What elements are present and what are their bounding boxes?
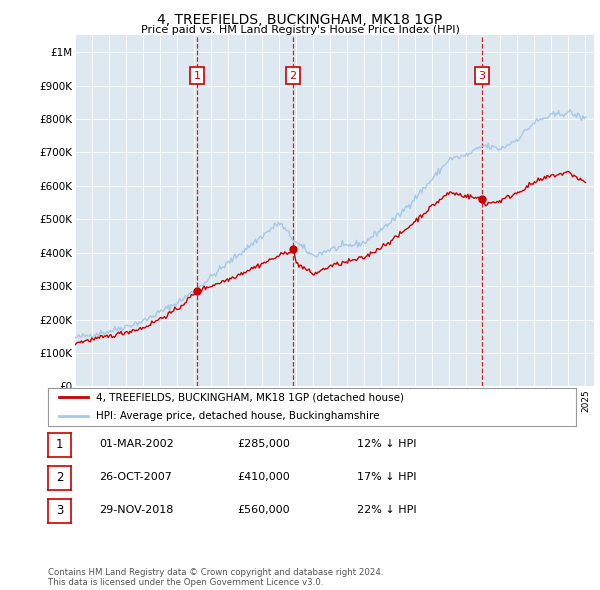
Text: 17% ↓ HPI: 17% ↓ HPI (357, 472, 416, 481)
Text: £560,000: £560,000 (237, 505, 290, 514)
Text: 12% ↓ HPI: 12% ↓ HPI (357, 439, 416, 448)
Text: 2: 2 (56, 471, 63, 484)
Text: 29-NOV-2018: 29-NOV-2018 (99, 505, 173, 514)
Text: 2: 2 (290, 71, 297, 80)
Text: HPI: Average price, detached house, Buckinghamshire: HPI: Average price, detached house, Buck… (95, 411, 379, 421)
Text: 4, TREEFIELDS, BUCKINGHAM, MK18 1GP: 4, TREEFIELDS, BUCKINGHAM, MK18 1GP (157, 13, 443, 27)
Text: Price paid vs. HM Land Registry's House Price Index (HPI): Price paid vs. HM Land Registry's House … (140, 25, 460, 35)
Text: £410,000: £410,000 (237, 472, 290, 481)
Text: £285,000: £285,000 (237, 439, 290, 448)
Text: 01-MAR-2002: 01-MAR-2002 (99, 439, 174, 448)
Text: 26-OCT-2007: 26-OCT-2007 (99, 472, 172, 481)
Text: 1: 1 (56, 438, 63, 451)
Text: 4, TREEFIELDS, BUCKINGHAM, MK18 1GP (detached house): 4, TREEFIELDS, BUCKINGHAM, MK18 1GP (det… (95, 392, 404, 402)
Text: 3: 3 (479, 71, 485, 80)
Text: Contains HM Land Registry data © Crown copyright and database right 2024.
This d: Contains HM Land Registry data © Crown c… (48, 568, 383, 587)
Text: 22% ↓ HPI: 22% ↓ HPI (357, 505, 416, 514)
Text: 3: 3 (56, 504, 63, 517)
Text: 1: 1 (194, 71, 200, 80)
